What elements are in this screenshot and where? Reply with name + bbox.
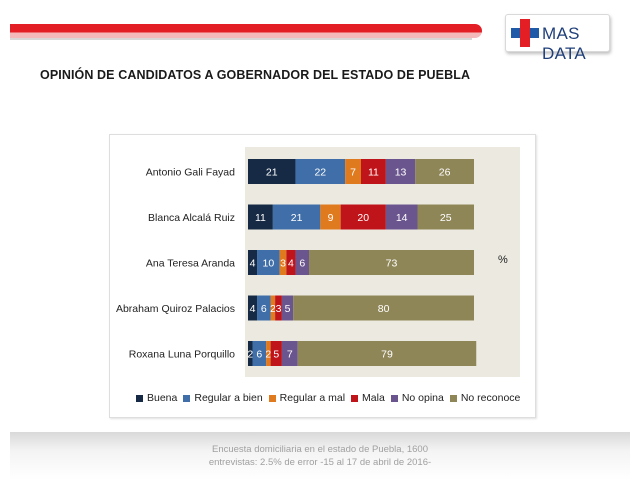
legend-item-regular-a-bien: Regular a bien <box>183 392 263 404</box>
bar-segment-regular-a-mal <box>279 250 287 275</box>
data-label: 7 <box>287 349 293 361</box>
data-label: 6 <box>299 258 305 270</box>
bar-segment-regular-a-mal <box>270 295 276 321</box>
bar-segment-no-opina <box>385 204 418 230</box>
brand-name: MAS DATA <box>542 24 587 63</box>
legend-swatch <box>351 394 359 402</box>
legend-label: Regular a bien <box>194 392 263 404</box>
legend-label: No opina <box>401 392 444 404</box>
data-label: 6 <box>261 303 267 315</box>
bar-segment-buena <box>248 204 273 230</box>
legend-label: Regular a mal <box>279 392 346 404</box>
footer-line-1: Encuesta domiciliaria en el estado de Pu… <box>211 444 428 455</box>
cross-icon <box>511 19 539 47</box>
legend-label: Mala <box>362 392 385 404</box>
legend-swatch <box>136 394 143 402</box>
bar-segment-mala <box>361 159 386 184</box>
bar-segment-buena <box>248 159 296 184</box>
header-accent-shadow <box>10 38 472 40</box>
bar-segment-mala <box>286 250 296 275</box>
data-label: 80 <box>378 303 390 315</box>
data-label: 2 <box>265 349 271 361</box>
legend-item-buena: Buena <box>136 392 177 404</box>
footer-band <box>10 432 630 480</box>
bar-segment-regular-a-bien <box>295 159 346 184</box>
data-label: 5 <box>273 349 279 361</box>
bar-segment-no-reconoce <box>297 341 477 366</box>
data-label: 2 <box>247 349 253 361</box>
bar-segment-regular-a-bien <box>257 250 280 275</box>
bar-segment-no-opina <box>295 250 310 275</box>
bar-segment-no-reconoce <box>293 295 474 321</box>
bar-segment-buena <box>248 250 258 275</box>
footer-line-2: entrevistas: 2.5% de error -15 al 17 de … <box>208 457 432 468</box>
data-label: 5 <box>285 303 291 315</box>
bar-segment-mala <box>275 295 282 321</box>
data-label: 11 <box>368 167 379 179</box>
legend-label: Buena <box>147 392 178 404</box>
category-label-abraham-quiroz-palacios: Abraham Quiroz Palacios <box>116 303 235 315</box>
legend-swatch <box>449 394 457 402</box>
bar-segment-no-opina <box>385 159 416 184</box>
header-accent-bar <box>10 24 482 38</box>
data-label: 13 <box>395 167 407 179</box>
category-label-antonio-gali-fayad: Antonio Gali Fayad <box>146 167 235 179</box>
bar-segment-regular-a-bien <box>252 341 267 366</box>
legend-swatch <box>268 394 276 402</box>
bar-segment-no-opina <box>281 295 294 321</box>
legend-item-regular-a-mal: Regular a mal <box>268 392 346 404</box>
category-label-blanca-alcala-ruiz: Blanca Alcalá Ruiz <box>148 212 235 224</box>
legend-item-no-opina: No opina <box>390 392 444 404</box>
data-label: 6 <box>256 349 262 361</box>
category-label-roxana-luna-porquillo: Roxana Luna Porquillo <box>129 349 235 361</box>
data-label: 9 <box>328 212 334 224</box>
legend-swatch <box>390 394 398 402</box>
data-label: 25 <box>440 212 452 224</box>
data-label: 21 <box>291 212 303 224</box>
bar-segment-regular-a-mal <box>266 341 271 366</box>
data-label: 10 <box>262 258 274 270</box>
data-label: 4 <box>250 303 256 315</box>
bar-segment-regular-a-bien <box>272 204 321 230</box>
data-label: 11 <box>255 212 266 224</box>
category-label-ana-teresa-aranda: Ana Teresa Aranda <box>146 258 235 270</box>
bar-segment-mala <box>270 341 282 366</box>
data-label: 3 <box>280 258 286 270</box>
bar-segment-no-reconoce <box>417 204 474 230</box>
bar-segment-no-opina <box>281 341 298 366</box>
legend-swatch <box>183 394 191 402</box>
chart-legend: Buena Regular a bien Regular a mal Mala No o… <box>136 392 526 404</box>
bar-segment-regular-a-bien <box>257 295 271 321</box>
bar-segment-buena <box>248 295 258 321</box>
data-label: 21 <box>266 167 278 179</box>
data-label: 4 <box>288 258 294 270</box>
data-label: 73 <box>386 258 398 270</box>
bar-segment-regular-a-mal <box>320 204 341 230</box>
data-label: 3 <box>276 303 282 315</box>
bar-segment-no-reconoce <box>309 250 474 275</box>
data-label: 79 <box>381 349 393 361</box>
bar-segment-buena <box>248 341 253 366</box>
bar-segment-regular-a-mal <box>345 159 361 184</box>
data-label: 7 <box>350 167 356 179</box>
data-label: 4 <box>250 258 256 270</box>
legend-item-mala: Mala <box>351 392 385 404</box>
footer-note: Encuesta domiciliaria en el estado de Pu… <box>150 443 490 469</box>
data-label: 22 <box>314 167 326 179</box>
brand-logo: MAS DATA <box>505 14 610 63</box>
percent-unit-label: % <box>498 254 508 266</box>
data-label: 2 <box>270 303 276 315</box>
data-label: 26 <box>439 167 451 179</box>
bar-segment-mala <box>340 204 386 230</box>
legend-label: No reconoce <box>460 392 521 404</box>
data-label: 14 <box>396 212 408 224</box>
legend-item-no-reconoce: No reconoce <box>449 392 521 404</box>
bar-segment-no-reconoce <box>415 159 474 184</box>
data-label: 20 <box>357 212 369 224</box>
page-title: OPINIÓN DE CANDIDATOS A GOBERNADOR DEL E… <box>40 68 471 82</box>
